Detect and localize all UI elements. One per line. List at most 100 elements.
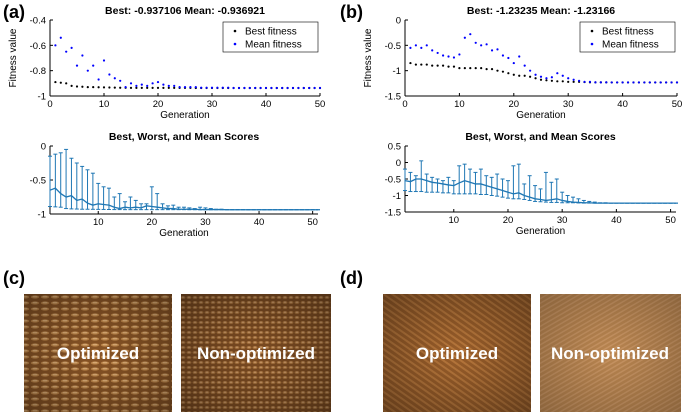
y-tick-label: 0 [396,158,401,169]
x-axis-label: Generation [160,110,209,121]
x-tick-label: 30 [557,215,568,226]
mean-fitness-point [291,86,295,90]
mean-fitness-point [556,72,559,75]
best-fitness-point [54,80,57,84]
mean-fitness-point [81,54,84,57]
photo-d-non-optimized: Non-optimized [540,294,681,412]
mean-fitness-point [588,80,592,83]
mean-fitness-point [65,50,68,53]
chart-a-scores: Best, Worst, and Mean Scores 10 20 30 40 50 -1… [30,131,320,239]
mean-fitness-point [572,78,575,81]
mean-fitness-point [550,76,553,79]
legend-marker [590,29,594,33]
mean-fitness-point [200,86,203,89]
y-tick-label: -0.8 [30,66,46,77]
legend-label: Mean fitness [602,40,659,51]
mean-fitness-point [512,61,515,65]
best-fitness-point [135,86,138,89]
x-tick-label: 50 [672,99,683,110]
best-fitness-point [156,86,160,89]
best-fitness-point [81,85,84,88]
mean-fitness-point [173,84,176,87]
x-tick-label: 20 [509,99,520,110]
mean-fitness-point [485,43,488,46]
photo-label: Optimized [416,344,498,363]
mean-fitness-point [626,81,630,84]
best-fitness-point [119,86,122,89]
photo-d-optimized: Optimized [383,294,531,412]
mean-fitness-point [501,54,505,57]
legend-label: Best fitness [245,27,297,38]
best-fitness-point [507,72,510,75]
best-fitness-point [414,63,417,66]
mean-fitness-point [162,83,165,86]
panel-label-a: (a) [3,2,25,22]
x-tick-label: 40 [611,215,622,226]
x-tick-label: 50 [315,99,326,110]
mean-fitness-point [632,81,635,84]
x-tick-label: 0 [47,99,52,110]
best-fitness-point [485,68,488,71]
mean-fitness-point [97,78,100,81]
mean-fitness-point [665,81,668,84]
mean-fitness-point [583,80,586,83]
mean-fitness-point [227,86,230,89]
best-fitness-point [441,64,445,67]
photo-label: Optimized [57,344,139,363]
y-tick-label: 0.5 [388,142,401,153]
mean-fitness-point [275,86,278,90]
mean-fitness-point [474,41,477,44]
mean-fitness-point [507,56,510,60]
mean-fitness-point [599,81,602,84]
y-tick-label: -1 [393,191,401,202]
mean-fitness-point [113,77,116,80]
mean-fitness-point [447,55,450,58]
legend-box [222,21,319,53]
mean-fitness-point [59,36,62,39]
x-tick-label: 40 [254,217,265,228]
best-fitness-point [463,67,466,70]
mean-fitness-point [189,86,192,89]
mean-fitness-point [637,81,641,84]
x-tick-label: 30 [563,99,574,110]
mean-fitness-point [534,73,537,76]
y-tick-label: -1 [38,92,46,103]
x-tick-label: 10 [454,99,465,110]
mean-fitness-point [221,86,224,89]
mean-fitness-point [92,64,95,67]
x-tick-label: 50 [307,217,318,228]
mean-fitness-point [670,81,673,84]
mean-fitness-point [102,59,106,62]
best-fitness-point [151,86,154,89]
mean-fitness-point [616,81,619,84]
best-fitness-point [108,86,111,89]
mean-fitness-point [135,84,138,87]
mean-fitness-point [594,81,597,84]
legend-marker [233,42,237,46]
best-fitness-point [469,67,472,70]
best-fitness-point [59,81,62,84]
y-tick-label: -0.5 [385,175,401,186]
panel-label-b: (b) [340,2,363,22]
mean-fitness-point [297,86,300,90]
mean-score-line [404,178,676,204]
mean-fitness-point [490,49,494,52]
best-fitness-point [496,69,499,72]
y-tick-label: -1.5 [385,92,401,103]
mean-fitness-point [431,49,434,52]
chart-title: Best: -0.937106 Mean: -0.936921 [105,5,265,17]
best-fitness-point [480,67,483,70]
best-fitness-point [523,74,526,77]
x-axis-label: Generation [516,110,565,121]
mean-fitness-point [129,82,133,85]
mean-fitness-point [119,79,122,82]
best-fitness-point [129,86,133,89]
y-axis-label: Fitness value [363,28,374,87]
x-tick-label: 10 [99,99,110,110]
mean-fitness-point [458,53,461,56]
photo-c-optimized: Optimized [24,294,172,412]
y-axis-label: Fitness value [8,28,19,87]
panel-label-c: (c) [3,268,25,288]
y-tick-label: 0 [396,16,401,27]
